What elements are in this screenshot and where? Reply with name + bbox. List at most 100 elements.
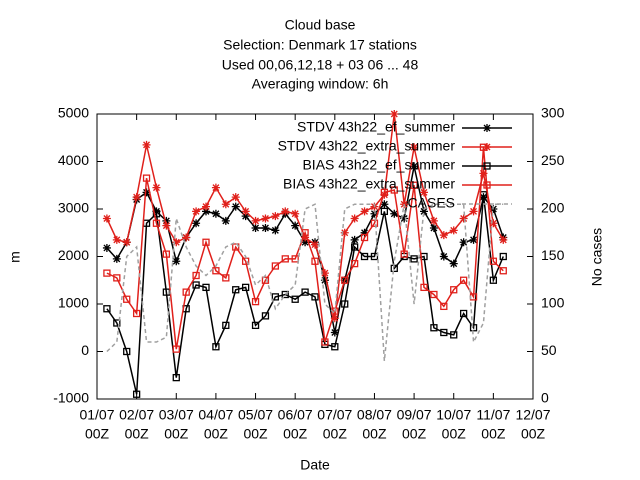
marker	[221, 200, 230, 209]
marker	[459, 276, 468, 284]
marker	[192, 207, 201, 216]
marker	[132, 309, 141, 318]
marker	[261, 224, 270, 232]
marker	[271, 212, 280, 221]
marker	[410, 143, 419, 152]
marker	[350, 214, 359, 223]
marker	[241, 283, 250, 292]
marker	[350, 259, 359, 268]
marker	[232, 286, 240, 294]
marker	[112, 254, 121, 263]
marker	[142, 140, 151, 149]
marker	[360, 207, 369, 216]
marker	[192, 219, 201, 228]
marker	[231, 193, 240, 202]
x-tick-label: 09/07	[397, 407, 432, 423]
marker	[449, 259, 458, 268]
x-tick-label: 00Z	[323, 426, 348, 442]
marker	[251, 297, 260, 306]
marker	[469, 207, 478, 216]
y-tick-label: 4000	[58, 152, 89, 168]
marker	[162, 288, 171, 296]
marker	[390, 209, 399, 218]
y2-tick-label: 250	[541, 152, 565, 168]
marker	[420, 283, 428, 292]
y2-tick-label: 150	[541, 247, 565, 263]
marker	[271, 226, 280, 235]
x-tick-label: 03/07	[159, 407, 194, 423]
marker	[311, 257, 319, 265]
marker	[202, 207, 210, 216]
marker	[261, 312, 270, 320]
marker	[132, 390, 141, 398]
marker	[202, 283, 210, 292]
marker	[439, 231, 448, 240]
marker	[483, 181, 491, 189]
marker	[142, 174, 151, 182]
marker	[172, 238, 181, 247]
marker	[499, 252, 507, 261]
marker	[162, 250, 171, 258]
marker	[123, 347, 131, 356]
marker	[341, 276, 349, 284]
x-tick-label: 06/07	[278, 407, 313, 423]
x-tick-label: 00Z	[362, 426, 387, 442]
x-tick-label: 12/07	[515, 407, 550, 423]
marker	[360, 228, 369, 237]
y-tick-label: 1000	[58, 295, 89, 311]
marker	[450, 286, 458, 294]
x-tick-label: 00Z	[125, 426, 150, 442]
marker	[281, 207, 290, 216]
marker	[162, 216, 171, 225]
marker	[489, 276, 498, 284]
x-tick-label: 05/07	[238, 407, 273, 423]
y-tick-label: 3000	[58, 200, 89, 216]
marker	[172, 257, 181, 266]
x-tick-label: 00Z	[243, 426, 268, 442]
marker	[132, 193, 141, 202]
marker	[241, 212, 250, 221]
x-axis-label: Date	[300, 457, 330, 473]
marker	[331, 343, 339, 351]
legend-label: CASES	[408, 195, 455, 211]
marker	[261, 276, 270, 284]
marker	[301, 288, 309, 296]
marker	[251, 321, 260, 330]
marker	[103, 269, 111, 277]
marker	[410, 162, 419, 171]
marker	[152, 183, 161, 192]
marker	[311, 240, 319, 249]
marker	[291, 295, 299, 303]
marker	[301, 238, 310, 247]
marker	[483, 162, 491, 170]
marker	[113, 274, 121, 282]
marker	[410, 255, 418, 263]
marker	[281, 290, 289, 299]
marker	[311, 293, 319, 301]
marker	[271, 293, 280, 301]
marker	[320, 276, 329, 285]
marker	[440, 328, 448, 337]
x-tick-label: 07/07	[317, 407, 352, 423]
y-axis-label: m	[7, 251, 23, 263]
marker	[231, 202, 240, 211]
marker	[380, 207, 389, 216]
y-tick-label: 5000	[58, 105, 89, 121]
y2-tick-label: 300	[541, 105, 565, 121]
marker	[479, 169, 488, 178]
marker	[341, 300, 349, 308]
y2-tick-label: 100	[541, 295, 565, 311]
marker	[469, 235, 478, 244]
legend-label: STDV 43h22_ef_summer	[297, 119, 455, 135]
x-tick-label: 00Z	[164, 426, 189, 442]
marker	[340, 228, 349, 237]
series-line	[106, 203, 504, 362]
marker	[380, 200, 389, 209]
marker	[370, 219, 379, 227]
marker	[152, 210, 161, 218]
marker	[162, 221, 171, 230]
marker	[400, 250, 408, 258]
marker	[123, 295, 131, 303]
marker	[221, 216, 230, 225]
x-tick-label: 00Z	[85, 426, 110, 442]
